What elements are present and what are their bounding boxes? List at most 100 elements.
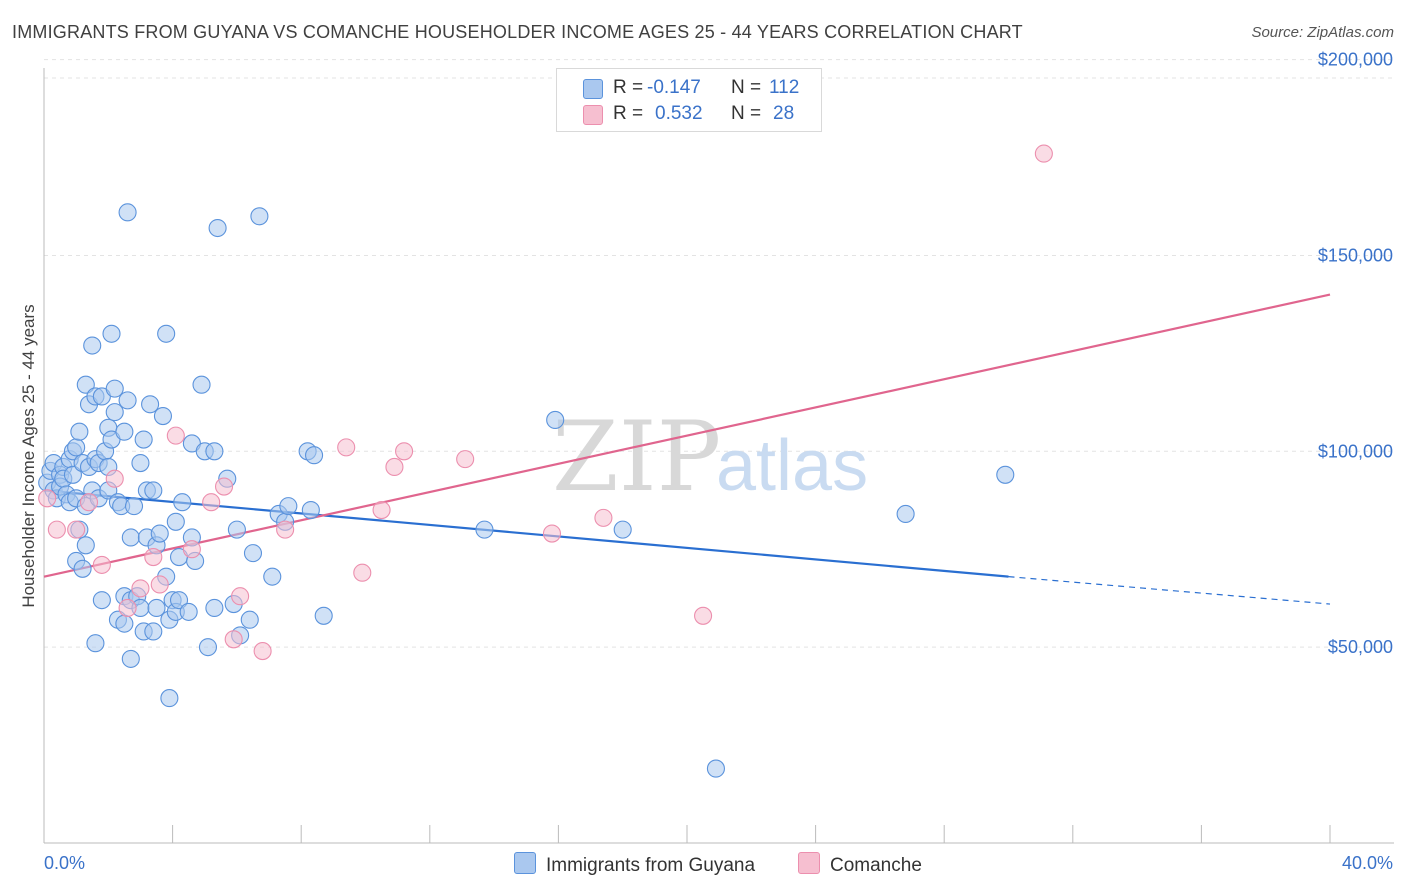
legend-n-value: 28 bbox=[773, 103, 795, 124]
data-point-guyana bbox=[205, 598, 224, 618]
data-point-comanche bbox=[353, 563, 372, 582]
data-point-guyana bbox=[144, 622, 163, 641]
data-point-guyana bbox=[227, 520, 246, 539]
y-tick-label: $150,000 bbox=[1318, 245, 1393, 265]
data-point-comanche bbox=[276, 520, 295, 539]
data-point-comanche bbox=[202, 493, 221, 512]
data-point-guyana bbox=[70, 422, 89, 441]
data-point-guyana bbox=[115, 614, 134, 633]
data-point-guyana bbox=[314, 606, 333, 625]
data-point-guyana bbox=[613, 520, 632, 539]
data-point-guyana bbox=[173, 493, 192, 512]
data-point-guyana bbox=[546, 410, 565, 430]
data-point-guyana bbox=[240, 610, 259, 629]
data-point-comanche bbox=[105, 469, 124, 488]
data-point-guyana bbox=[102, 324, 121, 343]
y-tick-labels: $50,000 $100,000 $150,000 $200,000 bbox=[1318, 50, 1393, 658]
y-tick-label: $100,000 bbox=[1318, 441, 1393, 461]
data-point-guyana bbox=[121, 649, 140, 668]
data-point-guyana bbox=[131, 453, 150, 473]
data-point-comanche bbox=[224, 630, 243, 649]
legend-r-label: R = bbox=[613, 77, 644, 98]
legend-swatch-comanche bbox=[798, 852, 820, 874]
data-point-guyana bbox=[475, 520, 494, 539]
trend-line-extension bbox=[1008, 576, 1331, 605]
watermark: ZIP atlas bbox=[552, 401, 868, 513]
y-tick-label: $200,000 bbox=[1318, 50, 1393, 70]
data-point-guyana bbox=[115, 422, 134, 441]
data-point-comanche bbox=[38, 489, 57, 508]
data-point-comanche bbox=[47, 520, 66, 539]
data-point-comanche bbox=[166, 426, 185, 445]
data-point-comanche bbox=[118, 598, 137, 618]
data-point-comanche bbox=[385, 457, 404, 477]
data-point-guyana bbox=[166, 512, 185, 531]
legend-r-value: 0.532 bbox=[655, 103, 703, 124]
data-point-guyana bbox=[996, 465, 1015, 484]
data-point-guyana bbox=[118, 391, 137, 410]
data-point-comanche bbox=[144, 548, 163, 567]
legend-swatch-guyana bbox=[583, 79, 603, 99]
data-point-guyana bbox=[153, 406, 173, 426]
data-point-comanche bbox=[395, 442, 414, 461]
data-point-guyana bbox=[301, 500, 320, 520]
axes bbox=[43, 68, 1394, 844]
data-point-guyana bbox=[169, 591, 189, 610]
y-tick-label: $50,000 bbox=[1328, 637, 1393, 657]
legend-n-label: N = bbox=[731, 77, 762, 98]
data-point-guyana bbox=[67, 438, 86, 457]
data-point-comanche bbox=[231, 587, 250, 606]
legend-n-label: N = bbox=[731, 103, 762, 124]
data-point-comanche bbox=[456, 450, 475, 469]
data-point-guyana bbox=[263, 567, 282, 586]
data-point-guyana bbox=[118, 203, 137, 222]
data-point-guyana bbox=[198, 638, 218, 657]
source-label: Source: ZipAtlas.com bbox=[1251, 24, 1394, 41]
legend-label-comanche: Comanche bbox=[830, 855, 922, 876]
data-point-guyana bbox=[243, 544, 263, 563]
data-point-guyana bbox=[305, 446, 324, 465]
data-point-comanche bbox=[594, 508, 613, 527]
data-point-guyana bbox=[105, 379, 124, 398]
data-point-comanche bbox=[67, 520, 86, 539]
data-point-comanche bbox=[372, 500, 391, 520]
data-point-guyana bbox=[205, 442, 224, 461]
y-axis-label: Householder Income Ages 25 - 44 years bbox=[19, 304, 38, 607]
legend-r-label: R = bbox=[613, 103, 644, 124]
watermark-atlas: atlas bbox=[716, 426, 868, 506]
legend-swatch-comanche bbox=[583, 105, 603, 125]
legend-r-value: -0.147 bbox=[647, 77, 701, 98]
data-point-comanche bbox=[150, 575, 169, 594]
data-point-guyana bbox=[76, 536, 95, 555]
data-point-guyana bbox=[105, 403, 124, 422]
data-point-guyana bbox=[147, 598, 166, 618]
bottom-legend-guyana: Immigrants from Guyana bbox=[514, 852, 755, 877]
data-points bbox=[38, 144, 1053, 778]
legend-n-value: 112 bbox=[769, 77, 800, 98]
bottom-legend-comanche: Comanche bbox=[798, 852, 922, 877]
data-point-comanche bbox=[182, 540, 201, 559]
data-point-guyana bbox=[179, 602, 198, 621]
data-point-guyana bbox=[192, 375, 211, 394]
data-point-guyana bbox=[208, 218, 227, 238]
data-point-guyana bbox=[121, 528, 140, 547]
data-point-comanche bbox=[694, 606, 713, 625]
data-point-comanche bbox=[131, 579, 150, 598]
data-point-guyana bbox=[160, 689, 179, 708]
data-point-guyana bbox=[134, 430, 153, 449]
data-point-comanche bbox=[1034, 144, 1053, 163]
data-point-guyana bbox=[706, 759, 725, 778]
data-point-guyana bbox=[141, 395, 160, 414]
data-point-comanche bbox=[214, 477, 234, 496]
data-point-guyana bbox=[250, 207, 269, 226]
data-point-guyana bbox=[896, 504, 915, 524]
data-point-guyana bbox=[92, 591, 111, 610]
data-point-guyana bbox=[73, 559, 92, 578]
x-tick-label-max: 40.0% bbox=[1342, 853, 1393, 873]
data-point-guyana bbox=[144, 481, 163, 500]
chart-title: IMMIGRANTS FROM GUYANA VS COMANCHE HOUSE… bbox=[12, 22, 1023, 42]
data-point-comanche bbox=[542, 524, 562, 543]
data-point-comanche bbox=[79, 493, 99, 512]
data-point-comanche bbox=[92, 555, 111, 574]
